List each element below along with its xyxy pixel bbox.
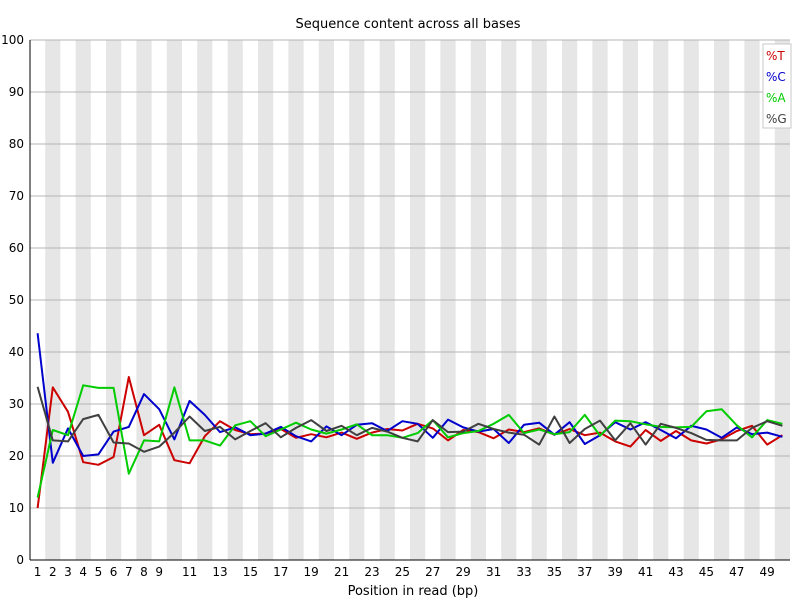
x-tick-label: 27: [425, 565, 440, 579]
x-tick-label: 8: [140, 565, 148, 579]
x-tick-label: 2: [49, 565, 57, 579]
x-tick-label: 49: [760, 565, 775, 579]
y-tick-label: 100: [1, 33, 24, 47]
x-tick-label: 23: [364, 565, 379, 579]
y-tick-label: 40: [9, 345, 24, 359]
x-tick-label: 45: [699, 565, 714, 579]
legend-box: [762, 43, 792, 129]
y-tick-label: 60: [9, 241, 24, 255]
legend-entry: %A: [766, 91, 786, 105]
x-axis-tick-labels: 1 2 3 4 5 6 7 8 9 11 13 15 17 19 21 23 25 27 29 31 33 35 37 39 4…: [34, 565, 775, 579]
horizontal-grid-lines: [30, 39, 790, 509]
x-tick-label: 11: [182, 565, 197, 579]
x-tick-label: 25: [395, 565, 410, 579]
x-tick-label: 37: [577, 565, 592, 579]
axes: [29, 40, 790, 561]
x-tick-label: 33: [516, 565, 531, 579]
x-tick-label: 31: [486, 565, 501, 579]
x-tick-label: 9: [155, 565, 163, 579]
x-tick-label: 15: [243, 565, 258, 579]
x-tick-label: 21: [334, 565, 349, 579]
legend-entry: %T: [766, 49, 785, 63]
legend: %T %C %A %G: [762, 43, 792, 129]
x-tick-label: 39: [608, 565, 623, 579]
x-tick-label: 41: [638, 565, 653, 579]
y-tick-label: 50: [9, 293, 24, 307]
chart-title: Sequence content across all bases: [295, 17, 520, 32]
x-axis-label: Position in read (bp): [348, 584, 479, 599]
x-tick-label: 47: [729, 565, 744, 579]
y-tick-label: 10: [9, 501, 24, 515]
x-tick-label: 19: [304, 565, 319, 579]
x-tick-label: 3: [64, 565, 72, 579]
x-tick-label: 29: [456, 565, 471, 579]
x-tick-label: 43: [668, 565, 683, 579]
y-axis-tick-labels: 0 10 20 30 40 50 60 70 80 90 100: [1, 33, 24, 567]
x-tick-label: 1: [34, 565, 42, 579]
series-layer: [36, 333, 783, 509]
x-tick-label: 17: [273, 565, 288, 579]
legend-entry: %G: [766, 112, 787, 126]
x-tick-label: 5: [95, 565, 103, 579]
x-tick-label: 13: [212, 565, 227, 579]
y-tick-label: 30: [9, 397, 24, 411]
series-line-g: [36, 386, 783, 453]
x-tick-label: 4: [79, 565, 87, 579]
y-tick-label: 70: [9, 189, 24, 203]
y-tick-label: 90: [9, 85, 24, 99]
y-tick-label: 20: [9, 449, 24, 463]
y-tick-label: 0: [16, 553, 24, 567]
legend-entry: %C: [766, 70, 786, 84]
x-tick-label: 35: [547, 565, 562, 579]
y-tick-label: 80: [9, 137, 24, 151]
x-tick-label: 6: [110, 565, 118, 579]
x-tick-label: 7: [125, 565, 133, 579]
